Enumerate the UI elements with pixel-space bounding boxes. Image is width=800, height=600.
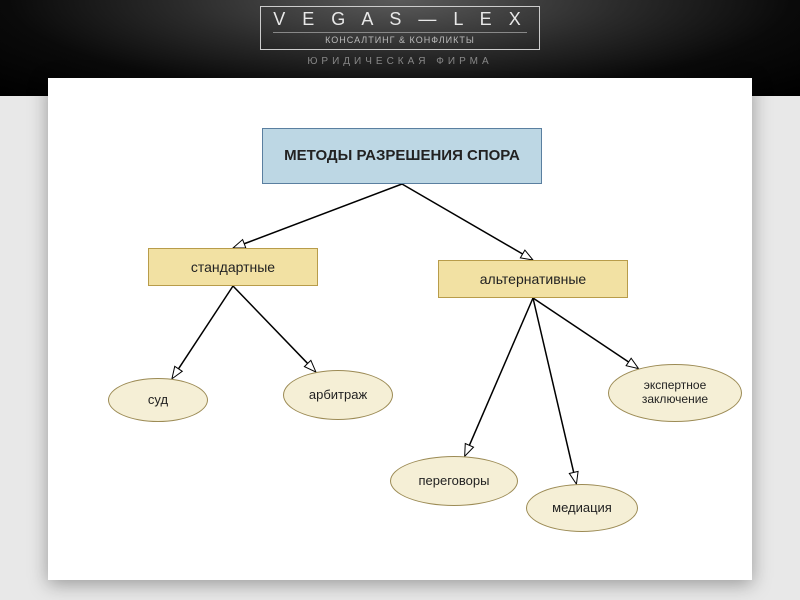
edge-std-arb	[233, 286, 308, 363]
arrowhead-std-court	[172, 366, 182, 378]
node-med: медиация	[526, 484, 638, 532]
edge-std-court	[178, 286, 233, 369]
arrowhead-std-arb	[304, 360, 316, 372]
arrowhead-root-std	[233, 240, 246, 248]
node-arb: арбитраж	[283, 370, 393, 420]
logo-sub: КОНСАЛТИНГ & КОНФЛИКТЫ	[273, 32, 526, 45]
arrowhead-alt-exp	[626, 358, 638, 368]
slide: МЕТОДЫ РАЗРЕШЕНИЯ СПОРА стандартные альтер…	[48, 78, 752, 580]
arrowhead-root-alt	[520, 250, 533, 260]
node-neg: переговоры	[390, 456, 518, 506]
edge-alt-med	[533, 298, 574, 472]
node-std: стандартные	[148, 248, 318, 286]
tagline: ЮРИДИЧЕСКАЯ ФИРМА	[307, 56, 492, 67]
edge-root-std	[244, 184, 402, 244]
arrowhead-alt-med	[569, 471, 578, 484]
logo-box: V E G A S — L E X КОНСАЛТИНГ & КОНФЛИКТЫ	[260, 6, 539, 50]
node-alt: альтернативные	[438, 260, 628, 298]
edge-alt-neg	[469, 298, 533, 445]
node-court: суд	[108, 378, 208, 422]
logo-main: V E G A S — L E X	[273, 9, 526, 30]
edge-alt-exp	[533, 298, 629, 362]
edge-root-alt	[402, 184, 523, 254]
node-exp: экспертное заключение	[608, 364, 742, 422]
node-root: МЕТОДЫ РАЗРЕШЕНИЯ СПОРА	[262, 128, 542, 184]
arrowhead-alt-neg	[465, 444, 474, 457]
